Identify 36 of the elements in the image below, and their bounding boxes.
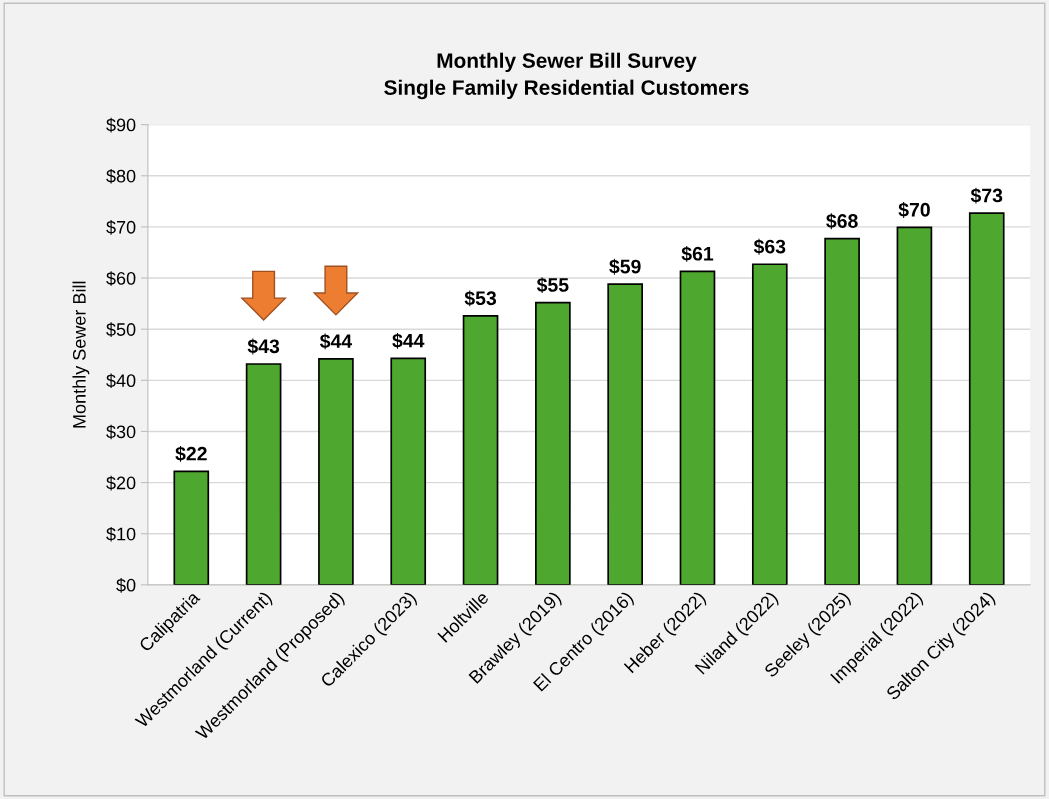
bar — [318, 358, 354, 585]
data-label: $44 — [392, 332, 425, 349]
y-tick-label: $10 — [106, 526, 136, 542]
data-label: $63 — [753, 238, 786, 255]
data-label: $53 — [464, 290, 497, 307]
data-label: $73 — [970, 187, 1003, 204]
bar — [679, 270, 716, 585]
data-label: $59 — [609, 258, 641, 275]
bar — [751, 263, 788, 585]
bar — [824, 237, 860, 585]
bar — [462, 315, 499, 585]
y-tick-label: $70 — [106, 220, 136, 235]
y-tick-label: $60 — [106, 271, 136, 286]
y-tick-label: $80 — [106, 168, 136, 184]
bar — [173, 470, 210, 585]
data-label: $22 — [175, 445, 207, 462]
y-tick-label: $30 — [106, 424, 136, 440]
data-label: $43 — [247, 338, 280, 355]
bar — [607, 283, 643, 585]
data-label: $55 — [536, 277, 569, 294]
chart-title: Monthly Sewer Bill Survey Single Family Residential Customers — [384, 52, 749, 100]
data-label: $68 — [826, 213, 858, 230]
bar — [968, 212, 1005, 585]
data-label: $70 — [898, 202, 930, 218]
y-tick-label: $20 — [106, 475, 136, 491]
bar — [535, 301, 571, 585]
y-tick-label: $0 — [116, 578, 136, 593]
bar — [896, 226, 933, 585]
y-axis-title: Monthly Sewer Bill — [72, 281, 90, 428]
data-label: $44 — [319, 333, 353, 350]
bar — [390, 357, 427, 585]
y-tick-label: $50 — [106, 322, 136, 337]
data-label: $61 — [681, 245, 714, 262]
y-tick-label: $40 — [106, 373, 136, 389]
y-tick-label: $90 — [106, 117, 136, 133]
bar — [245, 363, 282, 585]
